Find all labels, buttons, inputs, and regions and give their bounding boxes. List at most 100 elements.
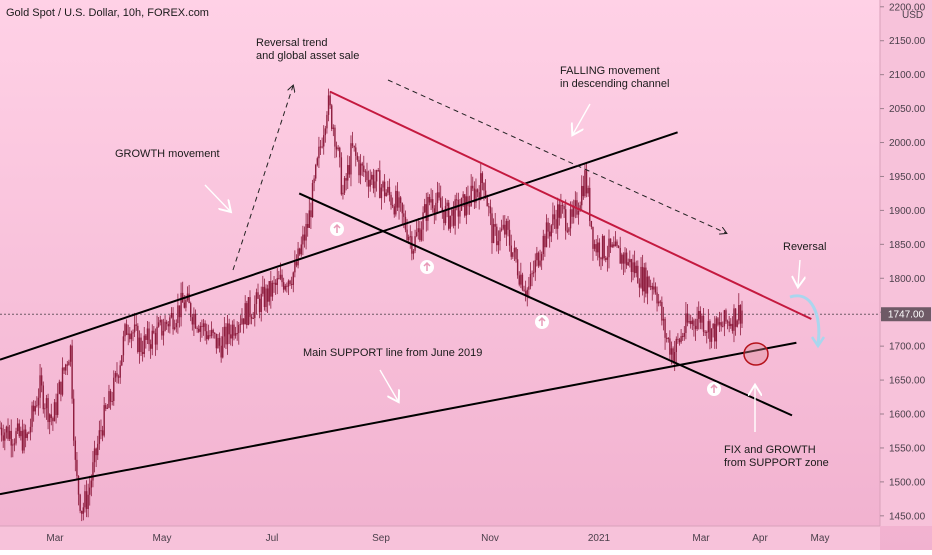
candle-body bbox=[548, 231, 551, 237]
candle-body bbox=[555, 219, 557, 229]
candle-body bbox=[406, 229, 408, 241]
candle-body bbox=[685, 313, 687, 333]
chart-title: Gold Spot / U.S. Dollar, 10h, FOREX.com bbox=[6, 7, 209, 19]
candle-body bbox=[177, 305, 179, 324]
growth-channel-upper-line[interactable] bbox=[0, 131, 678, 361]
descending-channel-top-line[interactable] bbox=[329, 90, 812, 320]
candle-body bbox=[393, 206, 395, 215]
candle-body bbox=[298, 248, 301, 255]
candle-body bbox=[706, 331, 708, 333]
candle-body bbox=[499, 230, 501, 242]
candle-body bbox=[356, 155, 359, 160]
candle-body bbox=[557, 204, 559, 229]
reversal-curve-arrow bbox=[789, 294, 821, 345]
candle-body bbox=[452, 209, 455, 226]
candle-body bbox=[262, 286, 264, 294]
candle-body bbox=[409, 236, 411, 238]
annotation-reversal-trend-line2: and global asset sale bbox=[256, 50, 359, 62]
candle-body bbox=[0, 427, 3, 436]
candle-body bbox=[714, 323, 716, 342]
candle-body bbox=[531, 273, 533, 275]
price-axis-panel[interactable] bbox=[880, 0, 932, 526]
candle-body bbox=[550, 225, 552, 237]
candle-body bbox=[140, 337, 142, 353]
candle-body bbox=[76, 459, 78, 477]
falling-dashed-arrow bbox=[387, 79, 726, 233]
candle-body bbox=[523, 289, 525, 292]
candle-body bbox=[544, 235, 546, 248]
candle-body bbox=[489, 206, 492, 214]
candle-body bbox=[28, 432, 30, 434]
candle-body bbox=[486, 197, 488, 207]
candle-body bbox=[89, 487, 91, 495]
candle-body bbox=[310, 210, 312, 218]
candle-body bbox=[255, 292, 258, 304]
candle-body bbox=[502, 224, 504, 229]
time-axis-panel[interactable] bbox=[0, 526, 880, 550]
candle-body bbox=[350, 143, 352, 175]
candle-body bbox=[467, 196, 469, 206]
candle-body bbox=[26, 433, 28, 438]
candle-body bbox=[709, 321, 711, 342]
growth-pointer-arrow bbox=[204, 184, 230, 211]
y-tick-label: 2000.00 bbox=[889, 138, 926, 149]
candle-body bbox=[10, 430, 12, 446]
candle-body bbox=[157, 322, 160, 327]
candle-body bbox=[79, 494, 81, 511]
candle-body bbox=[37, 397, 40, 406]
candle-body bbox=[0, 427, 1, 429]
candle-body bbox=[423, 204, 426, 213]
candle-body bbox=[353, 145, 355, 148]
y-tick-label: 2150.00 bbox=[889, 36, 926, 47]
candle-body bbox=[82, 507, 85, 514]
candle-body bbox=[103, 405, 105, 436]
candle-body bbox=[723, 310, 726, 327]
candle-body bbox=[720, 322, 722, 327]
candle-body bbox=[23, 429, 25, 451]
candle-body bbox=[678, 339, 681, 343]
candle-body bbox=[481, 173, 484, 183]
candle-body bbox=[646, 276, 649, 294]
descending-channel-bottom-line[interactable] bbox=[298, 192, 793, 417]
candle-body bbox=[342, 192, 344, 195]
main-support-line[interactable] bbox=[0, 341, 797, 496]
candle-body bbox=[595, 244, 597, 253]
candle-body bbox=[113, 377, 115, 401]
candle-body bbox=[395, 190, 397, 215]
candle-body bbox=[348, 165, 351, 175]
candle-body bbox=[577, 211, 580, 215]
annotation-growth-movement: GROWTH movement bbox=[115, 148, 220, 160]
candle-body bbox=[215, 333, 218, 349]
candle-body bbox=[435, 202, 437, 214]
candle-body bbox=[664, 318, 666, 338]
candle-body bbox=[249, 297, 251, 317]
candle-body bbox=[193, 313, 195, 325]
candle-body bbox=[244, 303, 246, 325]
candle-body bbox=[659, 301, 661, 303]
candle-body bbox=[201, 325, 203, 327]
candle-body bbox=[448, 202, 450, 229]
candle-body bbox=[547, 222, 549, 232]
candle-body bbox=[391, 205, 394, 207]
candle-body bbox=[321, 146, 323, 148]
candle-body bbox=[347, 165, 349, 181]
candle-body bbox=[617, 245, 620, 248]
candle-body bbox=[451, 209, 453, 216]
candle-body bbox=[105, 405, 107, 409]
candle-body bbox=[717, 318, 719, 325]
y-tick-label: 1850.00 bbox=[889, 240, 926, 251]
candle-body bbox=[728, 321, 730, 327]
candle-body bbox=[382, 181, 384, 188]
candle-body bbox=[220, 345, 222, 358]
candle-body bbox=[693, 320, 695, 326]
candle-body bbox=[515, 247, 517, 260]
candle-body bbox=[116, 373, 118, 377]
candle-body bbox=[603, 236, 605, 259]
candle-body bbox=[204, 323, 206, 332]
candle-body bbox=[279, 274, 282, 279]
candle-body bbox=[149, 344, 152, 349]
x-tick-label: May bbox=[153, 533, 172, 544]
candle-body bbox=[694, 325, 697, 330]
